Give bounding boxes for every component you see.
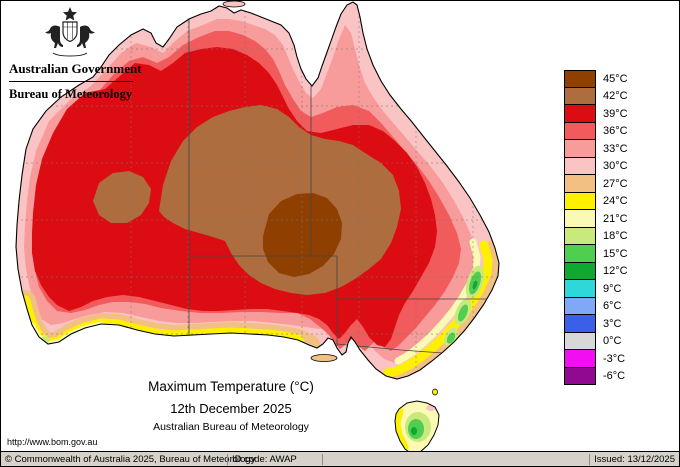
band-east-24c bbox=[382, 240, 493, 378]
legend-label: 15°C bbox=[603, 247, 628, 260]
legend-label: 45°C bbox=[603, 72, 628, 85]
crest-kangaroo bbox=[45, 25, 63, 48]
legend-swatch bbox=[564, 332, 596, 350]
map-attribution: Australian Bureau of Meteorology bbox=[153, 421, 309, 433]
legend-row: 18°C bbox=[564, 227, 628, 245]
range2-15c bbox=[457, 304, 469, 322]
tas-west-24c bbox=[395, 407, 409, 451]
legend-swatch bbox=[564, 122, 596, 140]
kangaroo-island bbox=[310, 354, 338, 362]
range-12c bbox=[472, 280, 478, 290]
bass-strait-island bbox=[432, 388, 438, 396]
legend-label: -3°C bbox=[603, 352, 626, 365]
coastline bbox=[15, 1, 500, 380]
melville-island bbox=[222, 1, 246, 8]
bom-url-link[interactable]: http://www.bom.gov.au bbox=[7, 437, 98, 447]
legend-label: 6°C bbox=[603, 300, 622, 313]
legend-row: 12°C bbox=[564, 262, 628, 280]
legend-swatch bbox=[564, 350, 596, 368]
legend-label: 21°C bbox=[603, 212, 628, 225]
map-title: Maximum Temperature (°C) bbox=[148, 379, 314, 394]
crest-emu bbox=[77, 25, 95, 48]
state-borders bbox=[188, 19, 497, 354]
legend-row: 27°C bbox=[564, 175, 628, 193]
footer-bar: © Commonwealth of Australia 2025, Bureau… bbox=[1, 451, 679, 466]
legend-swatch bbox=[564, 245, 596, 263]
coat-of-arms bbox=[45, 7, 95, 57]
crest-star bbox=[63, 7, 77, 21]
legend-row: -6°C bbox=[564, 367, 628, 385]
legend-label: 36°C bbox=[603, 125, 628, 138]
legend-row: 15°C bbox=[564, 245, 628, 263]
legend-swatch bbox=[564, 227, 596, 245]
legend-swatch bbox=[564, 315, 596, 333]
legend-label: 24°C bbox=[603, 195, 628, 208]
legend-label: 39°C bbox=[603, 107, 628, 120]
tas-12c bbox=[411, 427, 417, 435]
footer-id-code: ID code: AWAP bbox=[227, 453, 323, 465]
legend-swatch bbox=[564, 280, 596, 298]
crest-banner bbox=[52, 52, 88, 57]
legend-swatch bbox=[564, 210, 596, 228]
tas-ne-30c bbox=[426, 405, 436, 411]
legend-swatch bbox=[564, 140, 596, 158]
map-date: 12th December 2025 bbox=[170, 401, 292, 416]
legend-swatch bbox=[564, 87, 596, 105]
legend: 45°C 42°C 39°C 36°C 33°C 30°C 27°C 24°C 21°C 18°C… bbox=[564, 70, 628, 385]
legend-row: 42°C bbox=[564, 87, 628, 105]
legend-label: 9°C bbox=[603, 282, 622, 295]
tas-coastline bbox=[394, 400, 440, 455]
legend-row: 6°C bbox=[564, 297, 628, 315]
bureau-title: Bureau of Meteorology bbox=[9, 87, 133, 101]
legend-row: 21°C bbox=[564, 210, 628, 228]
legend-row: 39°C bbox=[564, 105, 628, 123]
range3-15c bbox=[446, 332, 456, 344]
legend-row: 0°C bbox=[564, 332, 628, 350]
legend-label: 0°C bbox=[603, 335, 622, 348]
legend-row: -3°C bbox=[564, 350, 628, 368]
band-east-21c bbox=[394, 238, 481, 365]
legend-label: 12°C bbox=[603, 265, 628, 278]
government-title: Australian Government bbox=[9, 61, 142, 76]
header-rule bbox=[9, 81, 133, 82]
legend-swatch bbox=[564, 175, 596, 193]
legend-swatch bbox=[564, 262, 596, 280]
header: Australian Government Bureau of Meteorol… bbox=[9, 5, 169, 102]
legend-swatch bbox=[564, 192, 596, 210]
map-caption: Maximum Temperature (°C) 12th December 2… bbox=[61, 379, 401, 433]
legend-row: 45°C bbox=[564, 70, 628, 88]
legend-swatch bbox=[564, 70, 596, 88]
legend-swatch bbox=[564, 297, 596, 315]
legend-label: 27°C bbox=[603, 177, 628, 190]
crest-shield-lines bbox=[63, 22, 77, 39]
legend-label: 3°C bbox=[603, 317, 622, 330]
legend-row: 3°C bbox=[564, 315, 628, 333]
tasmania bbox=[394, 400, 440, 455]
legend-row: 33°C bbox=[564, 140, 628, 158]
legend-label: 18°C bbox=[603, 230, 628, 243]
legend-label: 33°C bbox=[603, 142, 628, 155]
contour-42c bbox=[159, 105, 401, 295]
spot-sw-18c bbox=[40, 336, 50, 344]
legend-swatch bbox=[564, 367, 596, 385]
footer-copyright: © Commonwealth of Australia 2025, Bureau… bbox=[5, 453, 256, 465]
legend-label: -6°C bbox=[603, 370, 626, 383]
crest-shield bbox=[62, 21, 78, 43]
legend-swatch bbox=[564, 157, 596, 175]
legend-row: 36°C bbox=[564, 122, 628, 140]
legend-row: 9°C bbox=[564, 280, 628, 298]
legend-swatch bbox=[564, 105, 596, 123]
vic-24c bbox=[385, 371, 395, 377]
contour-42c-west bbox=[93, 171, 151, 223]
legend-label: 42°C bbox=[603, 90, 628, 103]
legend-label: 30°C bbox=[603, 160, 628, 173]
footer-issued: Issued: 13/12/2025 bbox=[589, 453, 679, 465]
legend-row: 24°C bbox=[564, 192, 628, 210]
legend-row: 30°C bbox=[564, 157, 628, 175]
